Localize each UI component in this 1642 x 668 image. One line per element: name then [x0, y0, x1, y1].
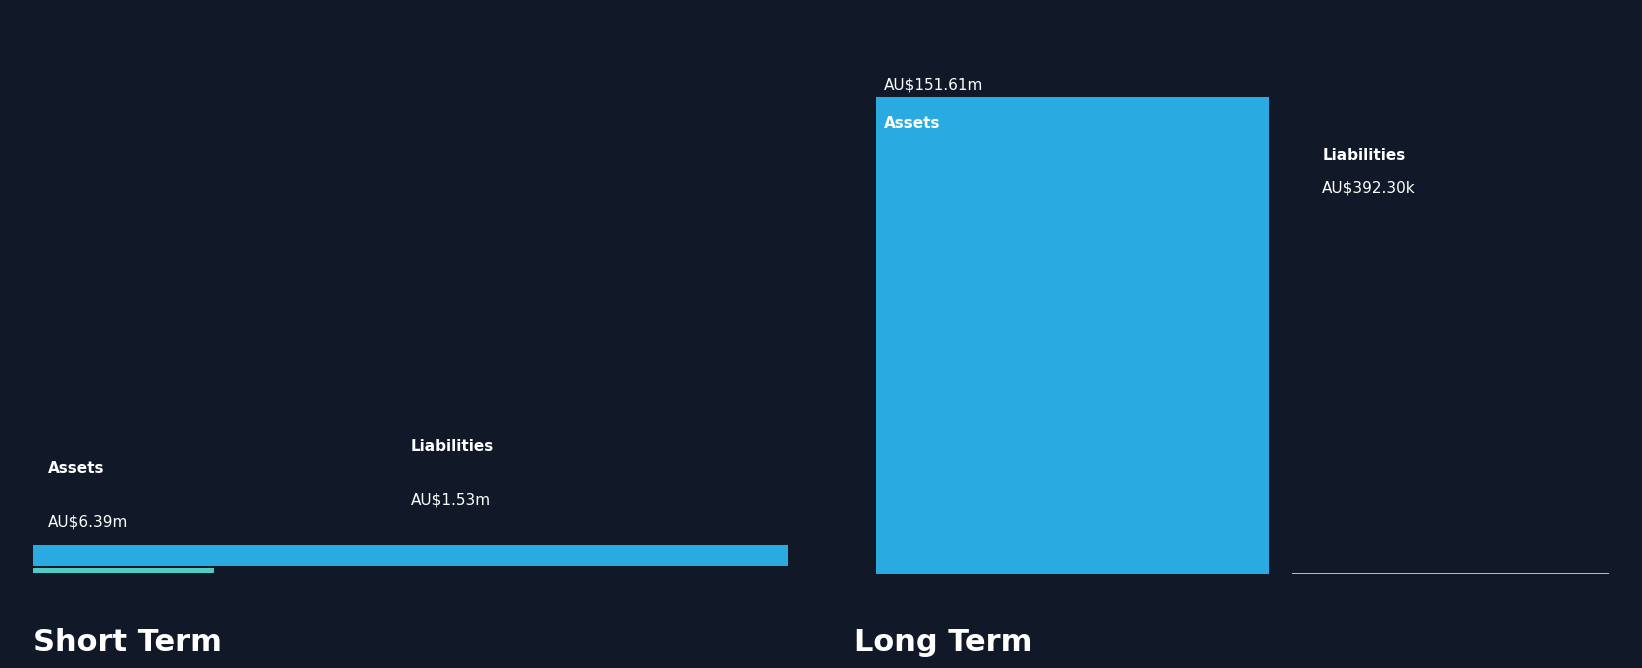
- Text: Short Term: Short Term: [33, 628, 222, 657]
- Bar: [33, 568, 213, 573]
- Text: AU$392.30k: AU$392.30k: [1322, 180, 1415, 195]
- Text: Assets: Assets: [883, 116, 941, 132]
- Bar: [1292, 573, 1642, 574]
- Text: AU$1.53m: AU$1.53m: [410, 493, 491, 508]
- Bar: [877, 98, 1269, 574]
- Text: Assets: Assets: [48, 461, 105, 476]
- Bar: [33, 545, 788, 566]
- Text: AU$6.39m: AU$6.39m: [48, 514, 128, 529]
- Text: Liabilities: Liabilities: [1322, 148, 1406, 163]
- Text: Liabilities: Liabilities: [410, 440, 494, 454]
- Text: AU$151.61m: AU$151.61m: [883, 77, 984, 93]
- Text: Long Term: Long Term: [854, 628, 1033, 657]
